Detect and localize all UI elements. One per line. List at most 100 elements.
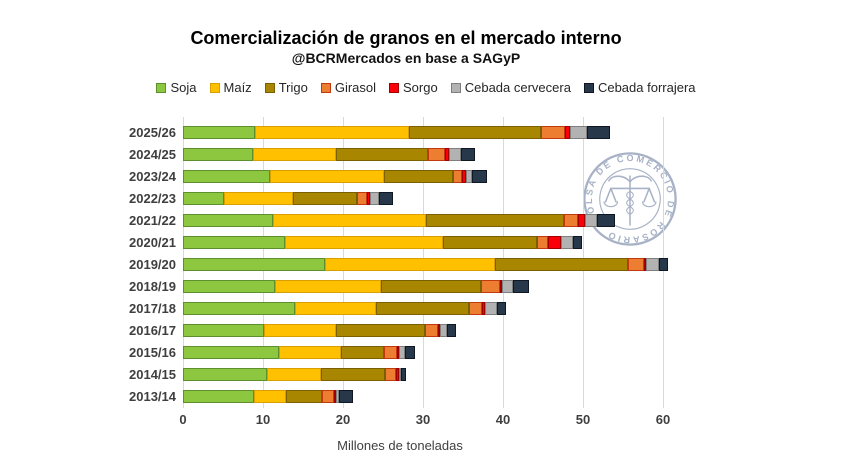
legend-label: Sorgo: [403, 80, 438, 95]
bar-segment-girasol: [468, 301, 483, 315]
x-tick-50: 50: [575, 412, 591, 427]
bar-segment-soja: [183, 389, 255, 403]
bar-segment-cebada-forrajera: [405, 345, 415, 359]
legend-swatch-girasol: [320, 82, 331, 93]
bar-segment-maiz: [267, 367, 322, 381]
bar-segment-trigo: [375, 301, 469, 315]
bar-segment-cebada-forrajera: [447, 323, 457, 337]
bar-segment-girasol: [452, 170, 463, 184]
bar-segment-soja: [183, 170, 271, 184]
bar-segment-trigo: [335, 323, 425, 337]
bar-segment-sorgo: [565, 126, 571, 140]
x-tick-60: 60: [655, 412, 671, 427]
bar-segment-maiz: [255, 126, 410, 140]
x-axis-title: Millones de toneladas: [337, 438, 463, 453]
legend-swatch-cebada-forrajera: [583, 82, 594, 93]
bar-segment-trigo: [426, 214, 564, 228]
bar-segment-cebada-cervecera: [398, 345, 406, 359]
bar-segment-cebada-cervecera: [560, 236, 573, 250]
bar-segment-soja: [183, 214, 273, 228]
bar-segment-cebada-cervecera: [501, 279, 513, 293]
legend-label: Soja: [170, 80, 197, 95]
bar-segment-sorgo: [334, 389, 337, 403]
bar-segment-trigo: [380, 279, 482, 293]
bar-segment-girasol: [384, 367, 396, 381]
bar-row-2014-15: [183, 363, 700, 385]
legend-item-sorgo: Sorgo: [389, 80, 438, 95]
legend-item-cebada-cervecera: Cebada cervecera: [450, 80, 571, 95]
x-tick-40: 40: [495, 412, 511, 427]
bar-row-2016-17: [183, 319, 700, 341]
bar-segment-sorgo: [396, 345, 399, 359]
bar-segment-cebada-cervecera: [466, 170, 472, 184]
bar-segment-soja: [183, 192, 224, 206]
chart-subtitle: @BCRMercados en base a SAGyP: [291, 50, 521, 66]
bar-segment-cebada-forrajera: [400, 367, 406, 381]
x-tick-20: 20: [335, 412, 351, 427]
bar-segment-soja: [183, 148, 254, 162]
legend-item-cebada-forrajera: Cebada forrajera: [583, 80, 696, 95]
bar-segment-cebada-cervecera: [448, 148, 461, 162]
legend-swatch-sorgo: [389, 82, 400, 93]
bar-row-2018-19: [183, 275, 700, 297]
legend-swatch-trigo: [264, 82, 275, 93]
bar-row-2024-25: [183, 144, 700, 166]
bar-row-2019-20: [183, 254, 700, 276]
bar-segment-cebada-cervecera: [585, 214, 598, 228]
bar-segment-soja: [183, 257, 325, 271]
bar-segment-trigo: [341, 345, 384, 359]
bar-segment-cebada-forrajera: [659, 257, 669, 271]
bar-segment-trigo: [442, 236, 537, 250]
bar-row-2023-24: [183, 166, 700, 188]
bar-segment-cebada-forrajera: [460, 148, 475, 162]
bar-segment-trigo: [293, 192, 357, 206]
legend-swatch-cebada-cervecera: [450, 82, 461, 93]
y-axis-labels: 2025/26 2024/25 2023/24 2022/23 2021/22 2020/…: [58, 122, 176, 407]
bar-segment-sorgo: [395, 367, 399, 381]
bar-segment-cebada-cervecera: [484, 301, 497, 315]
bar-segment-girasol: [383, 345, 397, 359]
bar-segment-cebada-forrajera: [512, 279, 529, 293]
plot-area: [183, 117, 700, 408]
legend-label: Cebada forrajera: [597, 80, 696, 95]
bar-row-2013-14: [183, 385, 700, 407]
bar-segment-maiz: [223, 192, 294, 206]
bar-segment-maiz: [254, 389, 287, 403]
bar-row-2020-21: [183, 232, 700, 254]
y-label-2018-19: 2018/19: [129, 278, 176, 294]
bar-segment-sorgo: [438, 323, 441, 337]
legend-swatch-soja: [156, 82, 167, 93]
x-tick-30: 30: [415, 412, 431, 427]
bar-segment-sorgo: [643, 257, 646, 271]
y-label-2024-25: 2024/25: [129, 147, 176, 163]
bar-segment-sorgo: [366, 192, 371, 206]
chart-title: Comercialización de granos en el mercado…: [190, 28, 622, 48]
bar-segment-sorgo: [462, 170, 467, 184]
caduceus-scales-icon: [603, 175, 657, 226]
legend-item-girasol: Girasol: [320, 80, 376, 95]
x-tick-10: 10: [255, 412, 271, 427]
legend-item-trigo: Trigo: [264, 80, 308, 95]
bar-segment-sorgo: [482, 301, 485, 315]
legend-label: Trigo: [278, 80, 308, 95]
bar-segment-girasol: [563, 214, 579, 228]
bcr-rosario-watermark-seal: BOLSA DE COMERCIO DE ROSARIO: [582, 151, 678, 247]
y-label-2015-16: 2015/16: [129, 344, 176, 360]
bar-segment-trigo: [286, 389, 323, 403]
bar-row-2015-16: [183, 341, 700, 363]
y-label-2014-15: 2014/15: [129, 366, 176, 382]
bar-segment-sorgo: [499, 279, 502, 293]
bar-segment-cebada-cervecera: [370, 192, 379, 206]
bar-segment-trigo: [383, 170, 453, 184]
y-label-2022-23: 2022/23: [129, 191, 176, 207]
legend-item-maiz: Maíz: [209, 80, 252, 95]
bar-row-2025-26: [183, 122, 700, 144]
y-label-2017-18: 2017/18: [129, 300, 176, 316]
y-label-2019-20: 2019/20: [129, 256, 176, 272]
bar-segment-cebada-cervecera: [645, 257, 660, 271]
bar-segment-sorgo: [444, 148, 449, 162]
bar-row-2017-18: [183, 297, 700, 319]
x-axis-ticks: 0 10 20 30 40 50 60: [179, 412, 700, 428]
bar-segment-girasol: [322, 389, 335, 403]
